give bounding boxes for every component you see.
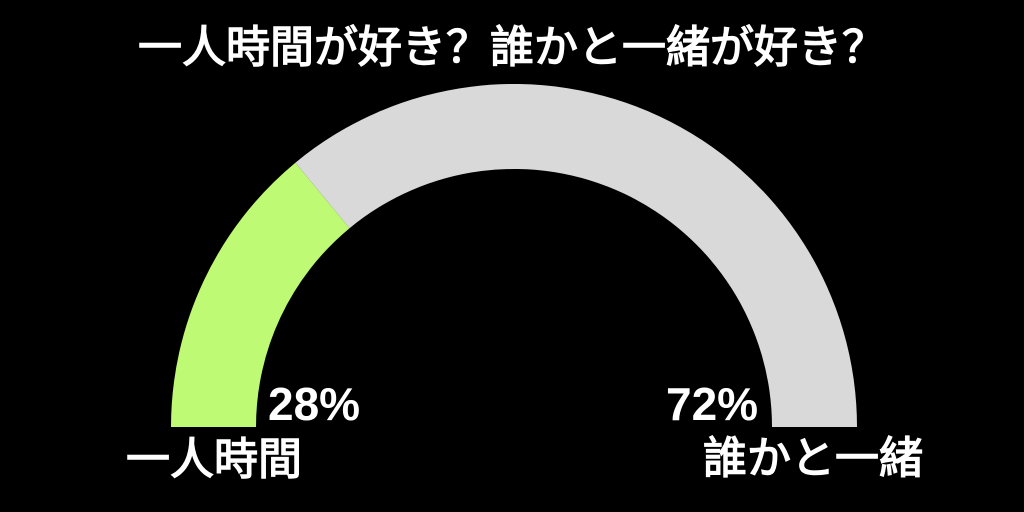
segment-label-alone-time: 一人時間 bbox=[126, 435, 302, 484]
gauge-segment-1 bbox=[295, 83, 857, 427]
segment-value-with-someone: 72% bbox=[666, 378, 759, 430]
gauge-segment-0 bbox=[171, 162, 350, 427]
segment-value-alone-time: 28% bbox=[268, 378, 361, 430]
chart-title: 一人時間が好き？誰かと一緒が好き？ bbox=[138, 23, 886, 72]
segment-label-with-someone: 誰かと一緒 bbox=[703, 434, 923, 483]
